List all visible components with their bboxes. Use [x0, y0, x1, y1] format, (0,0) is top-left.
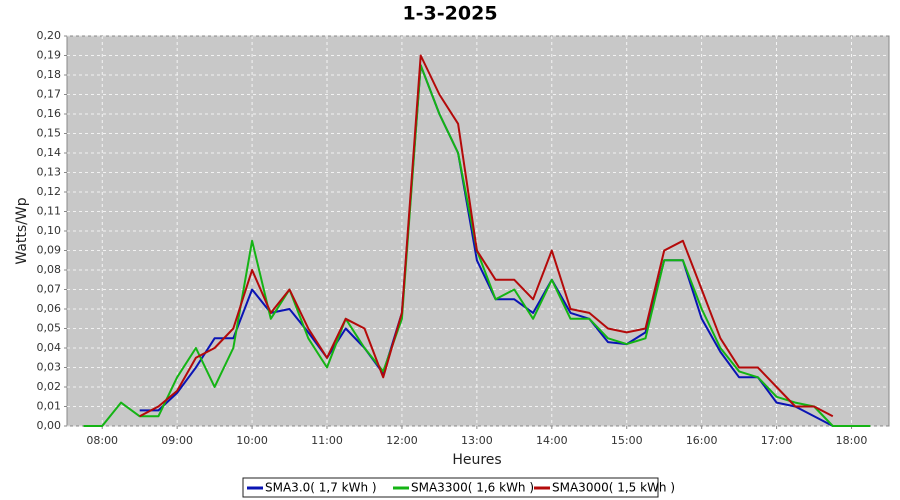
x-tick-label: 15:00 — [611, 434, 643, 447]
x-tick-label: 08:00 — [86, 434, 118, 447]
y-tick-label: 0,15 — [37, 127, 62, 140]
x-axis-label: Heures — [452, 452, 501, 468]
y-tick-label: 0,02 — [37, 380, 62, 393]
x-tick-label: 12:00 — [386, 434, 418, 447]
legend-label: SMA3300( 1,6 kWh ) — [411, 481, 534, 495]
x-tick-label: 16:00 — [686, 434, 718, 447]
y-tick-label: 0,01 — [37, 400, 62, 413]
x-tick-label: 17:00 — [761, 434, 793, 447]
y-tick-label: 0,10 — [37, 224, 62, 237]
x-tick-label: 10:00 — [236, 434, 268, 447]
x-tick-label: 11:00 — [311, 434, 343, 447]
y-tick-label: 0,07 — [37, 283, 62, 296]
y-tick-label: 0,11 — [37, 205, 62, 218]
y-tick-label: 0,00 — [37, 419, 62, 432]
y-tick-label: 0,17 — [37, 88, 62, 101]
y-tick-label: 0,20 — [37, 29, 62, 42]
y-tick-label: 0,13 — [37, 166, 62, 179]
y-tick-label: 0,19 — [37, 49, 62, 62]
y-tick-label: 0,12 — [37, 185, 62, 198]
y-tick-label: 0,14 — [37, 146, 62, 159]
legend — [242, 477, 659, 498]
y-tick-label: 0,06 — [37, 302, 62, 315]
y-tick-label: 0,03 — [37, 361, 62, 374]
x-tick-label: 09:00 — [161, 434, 193, 447]
y-axis-label: Watts/Wp — [14, 197, 30, 264]
y-tick-label: 0,04 — [37, 341, 62, 354]
series-line — [139, 54, 834, 418]
x-tick-label: 14:00 — [536, 434, 568, 447]
y-tick-label: 0,16 — [37, 107, 62, 120]
y-tick-label: 0,05 — [37, 322, 62, 335]
series-line — [139, 64, 834, 427]
y-tick-label: 0,08 — [37, 263, 62, 276]
x-tick-label: 13:00 — [461, 434, 493, 447]
legend-label: SMA3000( 1,5 kWh ) — [552, 481, 675, 495]
x-tick-label: 18:00 — [836, 434, 868, 447]
y-tick-label: 0,18 — [37, 68, 62, 81]
y-tick-label: 0,09 — [37, 244, 62, 257]
chart-title: 1-3-2025 — [402, 3, 497, 25]
legend-label: SMA3.0( 1,7 kWh ) — [265, 481, 377, 495]
